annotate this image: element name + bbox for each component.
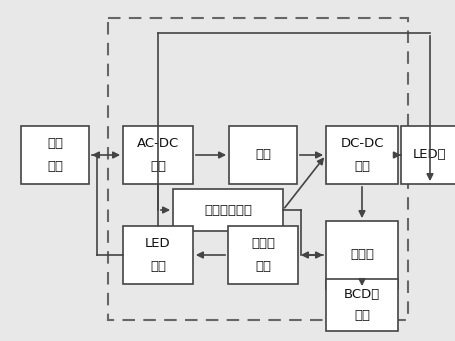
- Bar: [326, 126, 398, 184]
- Text: 充电: 充电: [150, 160, 166, 173]
- Text: 拨盘: 拨盘: [354, 309, 370, 322]
- Bar: [123, 126, 193, 184]
- Text: 双向可: 双向可: [251, 237, 275, 250]
- Text: 交流: 交流: [47, 137, 63, 150]
- Text: DC-DC: DC-DC: [340, 137, 384, 150]
- Bar: [229, 126, 297, 184]
- Bar: [173, 189, 283, 231]
- Text: 单片机: 单片机: [350, 249, 374, 262]
- Bar: [21, 126, 89, 184]
- Text: 控硅: 控硅: [255, 260, 271, 273]
- Text: 电源断电检测: 电源断电检测: [204, 204, 252, 217]
- Text: LED: LED: [145, 237, 171, 250]
- Text: LED灯: LED灯: [413, 148, 447, 162]
- Bar: [228, 226, 298, 284]
- Text: BCD码: BCD码: [344, 288, 380, 301]
- Bar: [108, 18, 408, 320]
- Bar: [326, 221, 398, 289]
- Bar: [123, 226, 193, 284]
- Text: 转换: 转换: [354, 160, 370, 173]
- Bar: [326, 279, 398, 331]
- Text: 驱动: 驱动: [150, 260, 166, 273]
- Text: 电池: 电池: [255, 148, 271, 162]
- Text: 电源: 电源: [47, 160, 63, 173]
- Text: AC-DC: AC-DC: [137, 137, 179, 150]
- Bar: [401, 126, 455, 184]
